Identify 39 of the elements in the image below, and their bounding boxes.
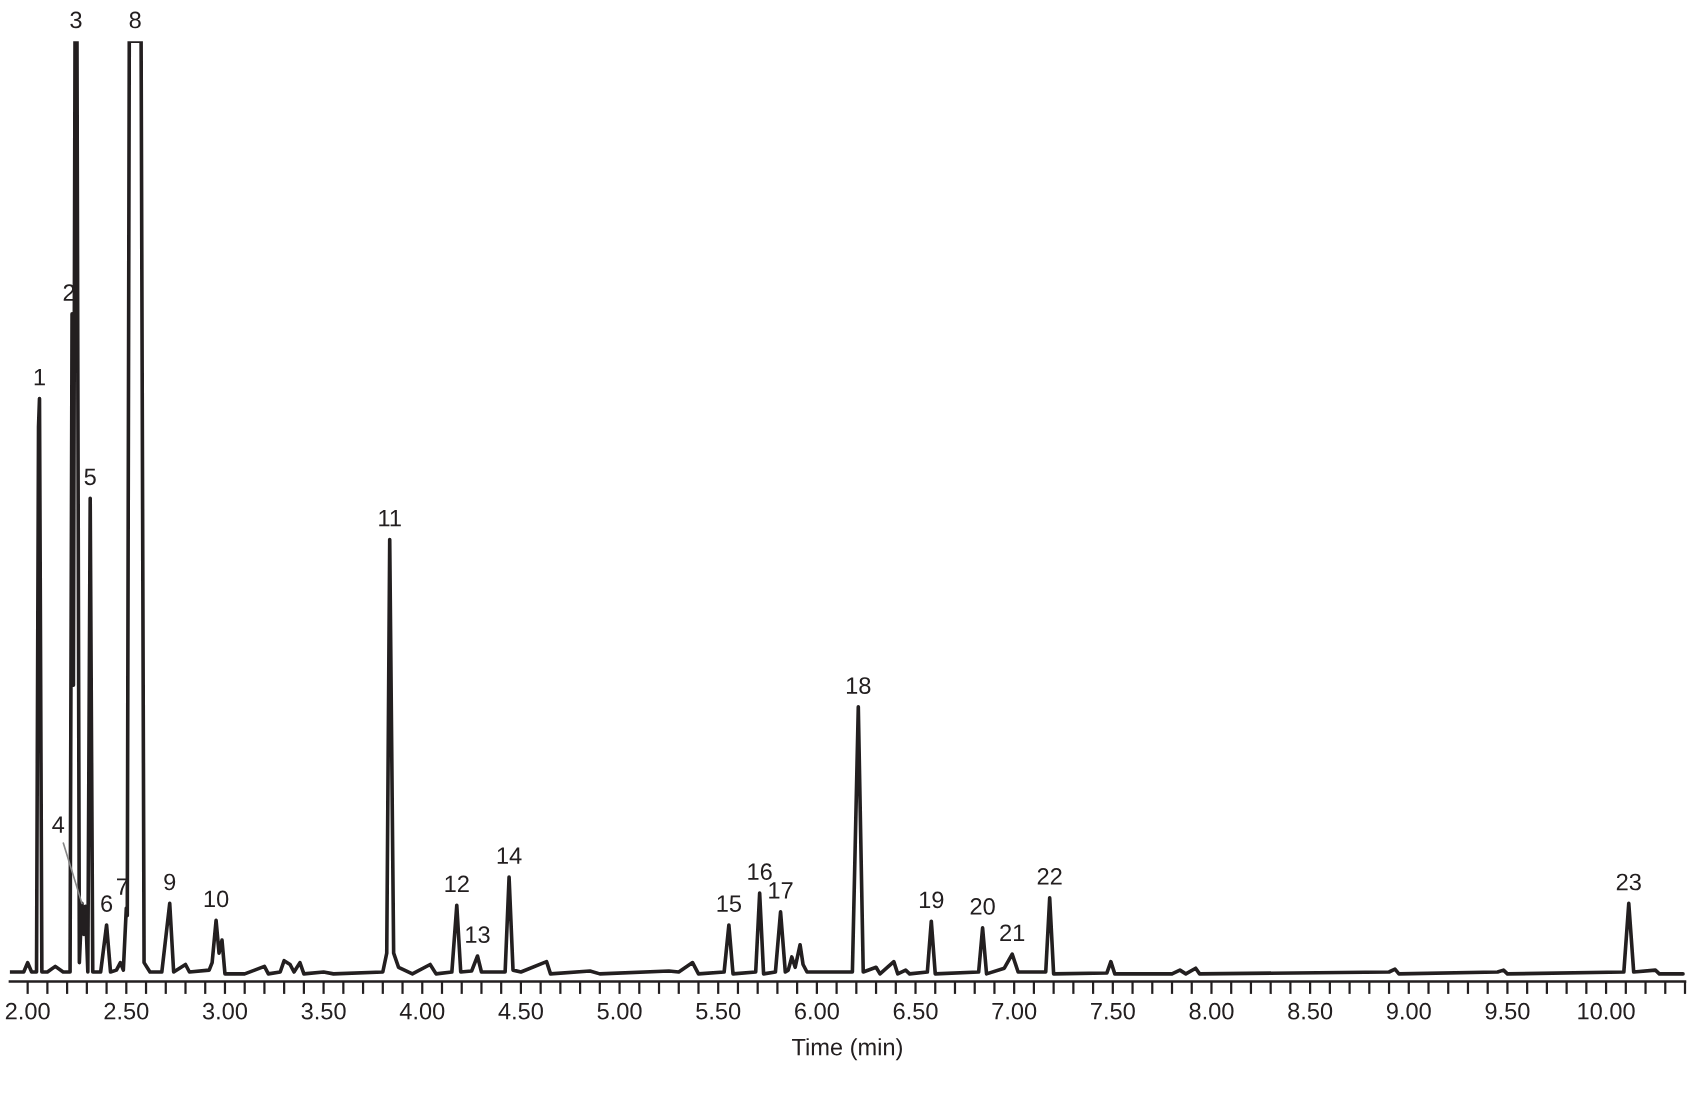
annotation: 4: [52, 816, 65, 833]
x-tick-label: 8.00: [1189, 1002, 1234, 1020]
annotation: 20: [970, 898, 995, 915]
annotation: 8: [129, 11, 141, 29]
x-axis-title: Time (min): [792, 1038, 902, 1061]
annotation: 5: [84, 468, 96, 486]
annotation: 18: [846, 677, 871, 694]
annotation: 13: [466, 926, 490, 944]
annotation: 12: [445, 875, 469, 893]
x-tick-label: 2.50: [104, 1002, 149, 1020]
x-tick-label: 4.00: [399, 1002, 445, 1020]
annotation: 6: [101, 895, 113, 912]
annotation: 23: [1616, 873, 1641, 891]
x-tick-label: 3.50: [301, 1002, 346, 1020]
x-tick-label: 9.00: [1386, 1002, 1431, 1020]
x-tick-label: 5.50: [696, 1002, 741, 1020]
annotation: 9: [164, 873, 176, 891]
x-tick-label: 4.50: [498, 1002, 543, 1020]
x-tick-label: 6.00: [795, 1002, 839, 1020]
annotation: 10: [204, 890, 229, 908]
annotation: 19: [919, 891, 944, 909]
annotation: 21: [1000, 924, 1025, 941]
x-tick-label: 8.50: [1288, 1002, 1333, 1020]
x-tick-label: 3.00: [202, 1002, 248, 1020]
x-tick-label: 2.00: [5, 1002, 50, 1020]
x-tick-label: 9.50: [1485, 1002, 1530, 1020]
annotation: 1: [34, 369, 45, 386]
annotation: 22: [1037, 868, 1062, 885]
annotation: 14: [497, 847, 522, 864]
annotation: 11: [379, 510, 401, 527]
annotation: 3: [70, 11, 82, 29]
annotation: 16: [748, 863, 772, 881]
annotation: 17: [769, 882, 793, 899]
x-tick-label: 7.00: [992, 1002, 1037, 1020]
x-tick-label: 5.00: [597, 1002, 642, 1020]
x-tick-label: 7.50: [1091, 1002, 1135, 1020]
x-tick-label: 6.50: [893, 1002, 938, 1020]
annotation: 15: [717, 895, 742, 912]
x-tick-label: 10.00: [1578, 1002, 1635, 1020]
